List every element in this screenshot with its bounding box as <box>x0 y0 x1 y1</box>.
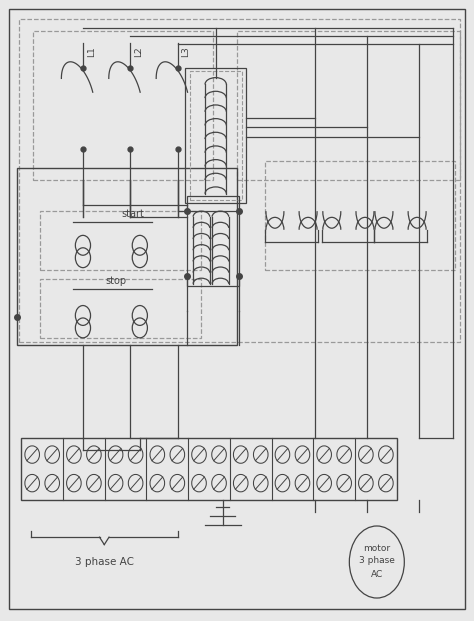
Bar <box>237 31 460 180</box>
Bar <box>40 279 201 338</box>
Bar <box>19 19 460 342</box>
Text: stop: stop <box>106 276 127 286</box>
Bar <box>40 211 201 270</box>
Bar <box>265 161 455 270</box>
Bar <box>187 196 239 286</box>
Circle shape <box>349 526 404 598</box>
Bar <box>33 31 213 180</box>
Text: L3: L3 <box>182 47 191 57</box>
Text: L1: L1 <box>87 47 96 57</box>
Bar <box>190 71 242 200</box>
Bar <box>21 438 397 500</box>
Bar <box>17 168 237 345</box>
Text: AC: AC <box>371 570 383 579</box>
Text: 3 phase: 3 phase <box>359 556 395 565</box>
Bar <box>185 68 246 203</box>
Text: L2: L2 <box>134 47 143 57</box>
Text: 3 phase AC: 3 phase AC <box>75 557 134 567</box>
Text: start: start <box>121 209 144 219</box>
Text: motor: motor <box>363 544 391 553</box>
